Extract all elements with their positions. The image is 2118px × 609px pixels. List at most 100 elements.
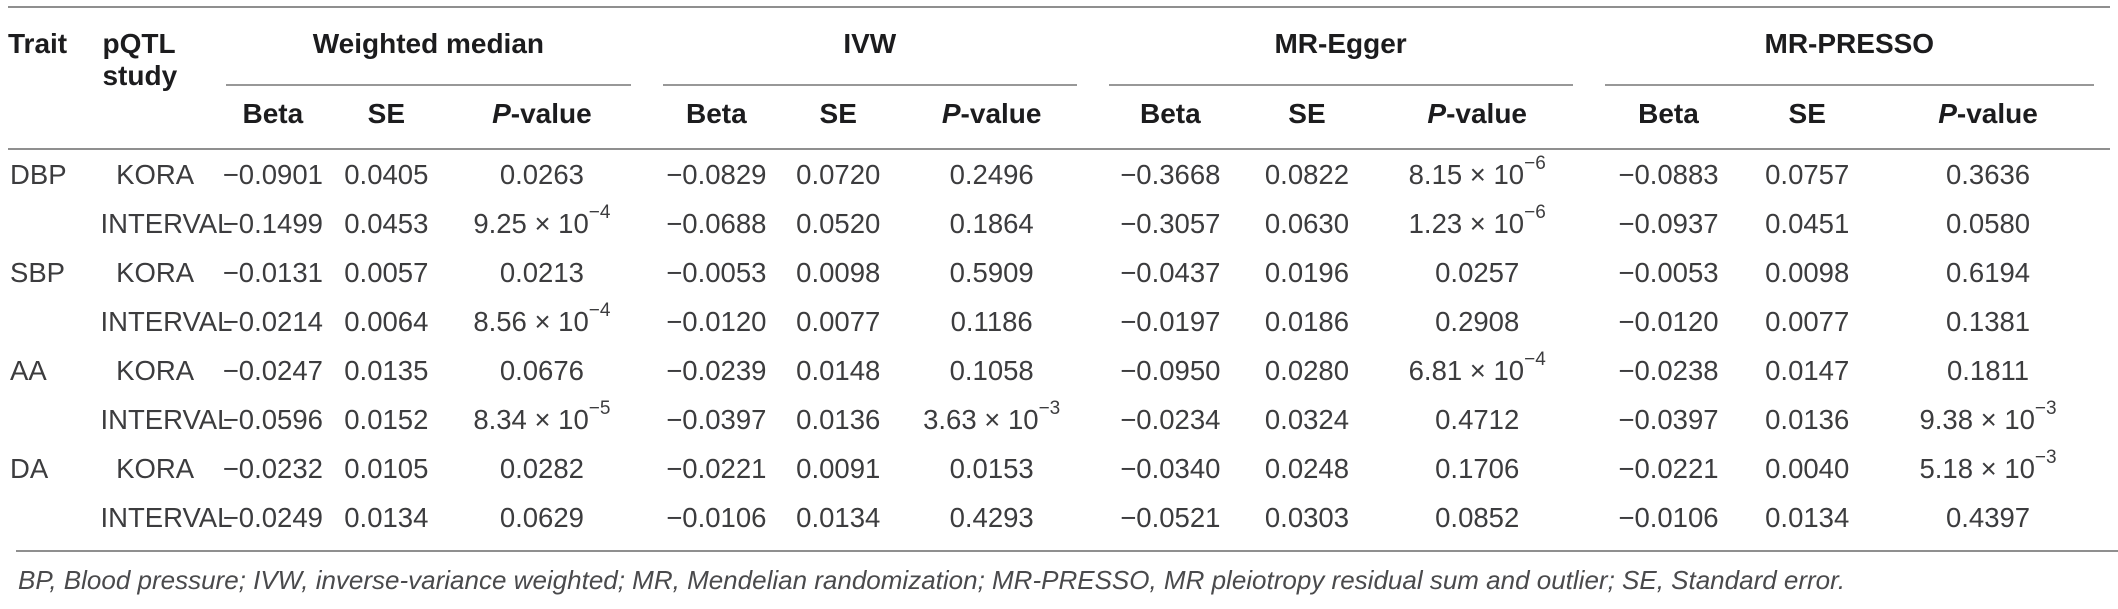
column-header-pqtl-study: pQTL study	[102, 28, 178, 91]
cell-beta: −0.0437	[1120, 256, 1221, 288]
cell-p-value: 3.63 × 10−3	[923, 398, 1061, 435]
group-label: IVW	[843, 28, 897, 59]
cell-beta: −0.0688	[666, 207, 767, 239]
cell-p-value: 0.0852	[1435, 501, 1520, 533]
cell-se: 0.0405	[344, 158, 429, 190]
cell-p-value: 0.1381	[1945, 305, 2031, 337]
table-body: DBP KORA −0.0901 0.0405 0.0263 −0.0829 0.0720 0…	[8, 149, 2110, 542]
cell-se: 0.0147	[1765, 354, 1850, 386]
cell-study: INTERVAL	[100, 305, 233, 337]
cell-se: 0.0135	[344, 354, 429, 386]
cell-beta: −0.0397	[1618, 403, 1719, 435]
cell-beta: −0.3057	[1120, 207, 1221, 239]
group-header-ivw: IVW	[647, 7, 1093, 86]
cell-p-value: 0.0153	[949, 452, 1034, 484]
cell-p-value: 9.38 × 10−3	[1919, 398, 2057, 435]
cell-beta: −0.0106	[666, 501, 767, 533]
cell-study: KORA	[116, 158, 195, 190]
cell-p-value: 0.2496	[949, 158, 1034, 190]
cell-trait: DA	[10, 452, 49, 484]
cell-se: 0.0280	[1264, 354, 1350, 386]
cell-se: 0.0077	[796, 305, 881, 337]
cell-beta: −0.0249	[222, 501, 323, 533]
cell-p-value: 0.1706	[1435, 452, 1520, 484]
cell-se: 0.0630	[1264, 207, 1350, 239]
group-header-mr-presso: MR-PRESSO	[1589, 7, 2110, 86]
cell-p-value: 8.34 × 10−5	[473, 398, 611, 435]
cell-beta: −0.0120	[666, 305, 767, 337]
cell-study: INTERVAL	[100, 207, 233, 239]
cell-study: KORA	[116, 256, 195, 288]
cell-p-value: 0.1864	[949, 207, 1034, 239]
table-header: Trait pQTL study Weighted median IVW MR-…	[8, 7, 2110, 149]
group-underline	[1108, 84, 1573, 86]
cell-beta: −0.0829	[666, 158, 767, 190]
cell-se: 0.0098	[1765, 256, 1850, 288]
cell-p-value: 8.56 × 10−4	[473, 300, 611, 337]
group-label: Weighted median	[312, 28, 545, 59]
cell-p-value: 6.81 × 10−4	[1408, 349, 1546, 386]
cell-se: 0.0098	[796, 256, 881, 288]
cell-beta: −0.0950	[1120, 354, 1221, 386]
cell-beta: −0.0238	[1618, 354, 1719, 386]
cell-se: 0.0152	[344, 403, 429, 435]
cell-beta: −0.0239	[666, 354, 767, 386]
cell-study: INTERVAL	[100, 501, 233, 533]
cell-trait: AA	[10, 354, 47, 386]
cell-beta: −0.0197	[1120, 305, 1221, 337]
group-label: MR-PRESSO	[1764, 28, 1935, 59]
table-row: INTERVAL −0.0249 0.0134 0.0629 −0.0106 0.0134…	[8, 493, 2110, 542]
cell-se: 0.0248	[1264, 452, 1350, 484]
cell-beta: −0.1499	[222, 207, 323, 239]
cell-beta: −0.0234	[1120, 403, 1221, 435]
cell-se: 0.0077	[1765, 305, 1850, 337]
cell-se: 0.0196	[1264, 256, 1350, 288]
cell-se: 0.0520	[796, 207, 881, 239]
cell-beta: −0.0120	[1618, 305, 1719, 337]
column-header-beta: Beta	[685, 98, 747, 129]
cell-beta: −0.0247	[222, 354, 323, 386]
cell-se: 0.0136	[1765, 403, 1850, 435]
cell-beta: −0.0232	[222, 452, 323, 484]
cell-se: 0.0324	[1264, 403, 1350, 435]
cell-se: 0.0303	[1264, 501, 1350, 533]
cell-p-value: 0.0257	[1435, 256, 1520, 288]
cell-beta: −0.3668	[1120, 158, 1221, 190]
cell-se: 0.0040	[1765, 452, 1850, 484]
column-header-trait: Trait	[8, 28, 68, 59]
mr-results-table: Trait pQTL study Weighted median IVW MR-…	[8, 6, 2110, 542]
cell-se: 0.0134	[796, 501, 881, 533]
cell-beta: −0.0221	[666, 452, 767, 484]
cell-p-value: 0.0629	[499, 501, 584, 533]
cell-study: KORA	[116, 354, 195, 386]
cell-p-value: 0.1186	[950, 305, 1033, 337]
cell-trait	[8, 395, 100, 444]
cell-p-value: 0.1058	[949, 354, 1034, 386]
cell-beta: −0.0340	[1120, 452, 1221, 484]
cell-se: 0.0186	[1264, 305, 1350, 337]
cell-beta: −0.0883	[1618, 158, 1719, 190]
cell-p-value: 0.4712	[1435, 403, 1520, 435]
cell-se: 0.0134	[1765, 501, 1850, 533]
cell-trait	[8, 493, 100, 542]
cell-beta: −0.0053	[1618, 256, 1719, 288]
page: Trait pQTL study Weighted median IVW MR-…	[8, 6, 2118, 595]
group-underline	[225, 84, 631, 86]
table-row: DBP KORA −0.0901 0.0405 0.0263 −0.0829 0.0720 0…	[8, 149, 2110, 199]
column-header-beta: Beta	[242, 98, 304, 129]
cell-beta: −0.0521	[1120, 501, 1221, 533]
group-underline	[1604, 84, 2094, 86]
cell-p-value: 0.0263	[499, 158, 584, 190]
cell-se: 0.0091	[796, 452, 881, 484]
column-header-p-value: P-value	[1427, 98, 1528, 129]
cell-beta: −0.0596	[222, 403, 323, 435]
cell-p-value: 0.1811	[1946, 354, 2030, 386]
group-label: MR-Egger	[1274, 28, 1407, 59]
column-header-p-value: P-value	[941, 98, 1042, 129]
cell-trait	[8, 199, 100, 248]
cell-p-value: 0.3636	[1945, 158, 2031, 190]
cell-beta: −0.0214	[222, 305, 323, 337]
table-row: INTERVAL −0.0596 0.0152 8.34 × 10−5 −0.0397 0…	[8, 395, 2110, 444]
cell-se: 0.0105	[344, 452, 429, 484]
cell-beta: −0.0053	[666, 256, 767, 288]
